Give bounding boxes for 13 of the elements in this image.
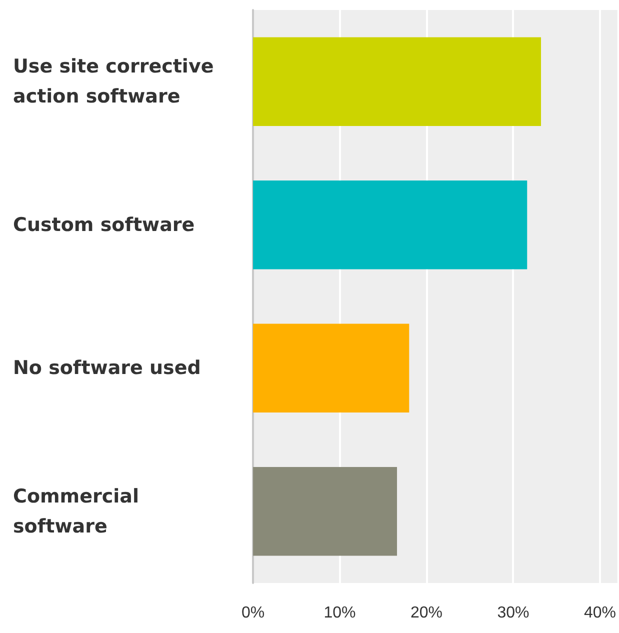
x-tick-label: 40% bbox=[584, 604, 616, 622]
y-tick-label: Commercial software bbox=[13, 485, 146, 538]
bar bbox=[253, 37, 541, 126]
y-tick-label: Custom software bbox=[13, 214, 195, 236]
x-tick-label: 10% bbox=[324, 604, 356, 622]
bar bbox=[253, 466, 397, 556]
x-tick-label: 30% bbox=[497, 604, 530, 622]
x-tick-label: 0% bbox=[241, 604, 265, 622]
y-tick-label: No software used bbox=[13, 357, 201, 380]
bar bbox=[253, 180, 528, 270]
x-tick-label: 20% bbox=[410, 604, 443, 622]
bar bbox=[253, 324, 410, 413]
y-tick-label: Use site corrective action software bbox=[13, 56, 220, 108]
